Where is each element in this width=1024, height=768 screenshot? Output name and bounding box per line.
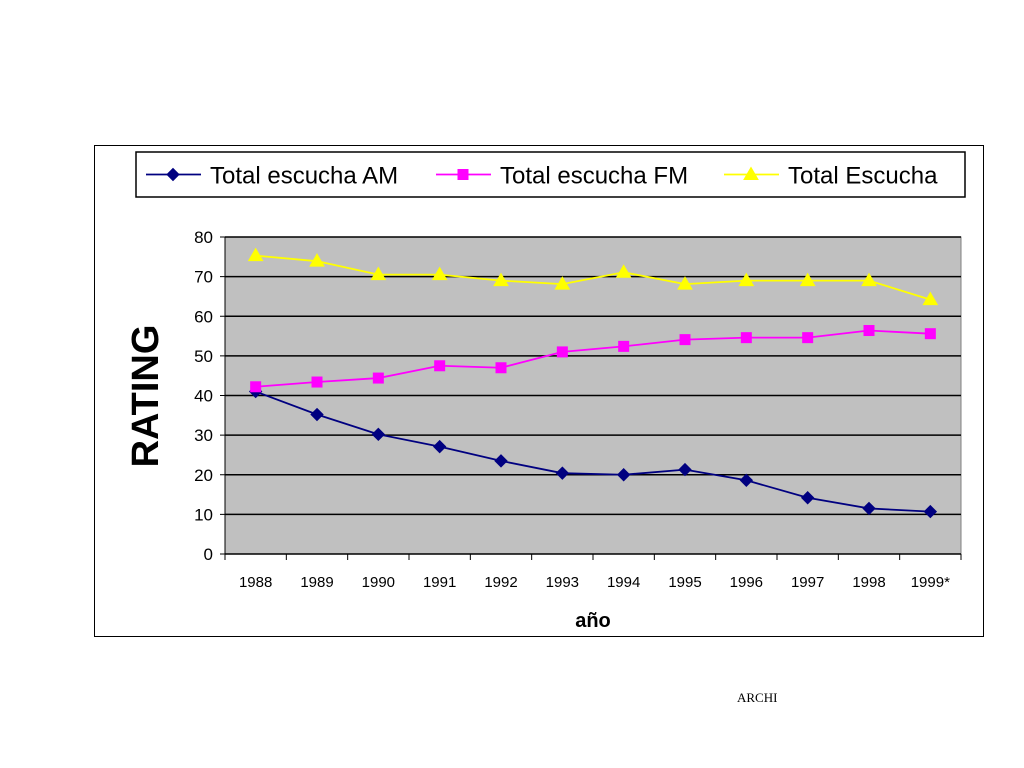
data-point-3-4: [431, 266, 448, 281]
data-point-2-2: [311, 376, 323, 388]
data-point-2-8: [679, 334, 691, 346]
y-tick-label: 80: [194, 228, 213, 247]
data-point-2-10: [802, 332, 814, 344]
x-tick-label: 1988: [239, 574, 272, 591]
y-axis-title: RATING: [125, 325, 167, 468]
data-point-1-7: [616, 468, 631, 482]
x-tick-label: 1995: [668, 574, 701, 591]
footer-label: ARCHI: [737, 690, 778, 705]
data-point-1-3: [371, 427, 386, 442]
data-point-3-6: [554, 276, 571, 290]
legend-label-1: Total escucha AM: [210, 163, 398, 190]
legend-marker-2: [457, 169, 469, 180]
legend-marker-1: [166, 167, 180, 182]
data-point-1-9: [739, 473, 754, 488]
data-point-3-8: [677, 276, 693, 290]
series-line-2: [255, 329, 931, 388]
data-point-2-7: [618, 340, 630, 352]
data-point-1-10: [800, 491, 815, 505]
data-point-2-11: [863, 325, 875, 337]
y-tick-label: 20: [194, 466, 213, 485]
data-point-2-3: [372, 372, 384, 384]
data-point-3-9: [738, 272, 755, 287]
data-point-3-5: [493, 272, 509, 287]
x-tick-label: 1999*: [911, 574, 950, 591]
data-point-1-11: [862, 501, 876, 516]
x-tick-label: 1990: [362, 574, 395, 591]
data-point-2-6: [556, 346, 568, 358]
y-tick-label: 70: [194, 268, 213, 287]
data-point-2-1: [250, 381, 262, 393]
x-tick-label: 1994: [607, 574, 640, 591]
data-point-3-10: [799, 272, 816, 287]
y-tick-label: 40: [194, 387, 213, 406]
x-tick-label: 1993: [546, 574, 579, 591]
y-tick-label: 10: [194, 505, 213, 524]
legend-marker-3: [743, 166, 759, 180]
y-tick-label: 0: [204, 545, 213, 564]
legend: [135, 151, 966, 198]
chart-frame: 0 10 20 30 40 50 60 70 80 1988 1989 1990 1991 1992 199…: [94, 145, 984, 637]
data-point-1-4: [432, 439, 447, 454]
data-point-2-12: [924, 328, 936, 340]
data-point-1-12: [923, 504, 938, 519]
line-chart: 0 10 20 30 40 50 60 70 80 1988 1989 1990 1991 1992 199…: [125, 151, 966, 632]
data-point-2-5: [495, 362, 507, 374]
data-point-3-12: [922, 291, 939, 306]
data-point-1-2: [310, 407, 324, 422]
x-tick-label: 1998: [852, 574, 885, 591]
x-tick-label: 1991: [423, 574, 456, 591]
x-axis-title: año: [575, 610, 611, 632]
data-point-3-11: [861, 272, 877, 287]
data-point-2-4: [434, 360, 446, 372]
series-line-1: [255, 390, 931, 513]
x-tick-label: 1997: [791, 574, 824, 591]
data-point-3-3: [370, 266, 387, 281]
x-tick-label: 1996: [730, 574, 763, 591]
x-tick-label: 1989: [300, 574, 333, 591]
data-point-1-5: [494, 454, 508, 468]
data-point-3-2: [309, 253, 325, 267]
y-tick-label: 30: [194, 426, 213, 445]
legend-label-2: Total escucha FM: [500, 163, 688, 190]
data-point-2-9: [740, 332, 752, 344]
legend-label-3: Total Escucha: [788, 163, 938, 190]
data-point-3-7: [615, 264, 632, 278]
y-tick-label: 50: [194, 347, 213, 366]
series-line-3: [255, 254, 931, 301]
data-point-3-1: [247, 247, 264, 262]
data-point-1-8: [678, 462, 692, 477]
x-tick-label: 1992: [484, 574, 517, 591]
y-tick-label: 60: [194, 307, 213, 326]
data-point-1-6: [555, 466, 570, 480]
